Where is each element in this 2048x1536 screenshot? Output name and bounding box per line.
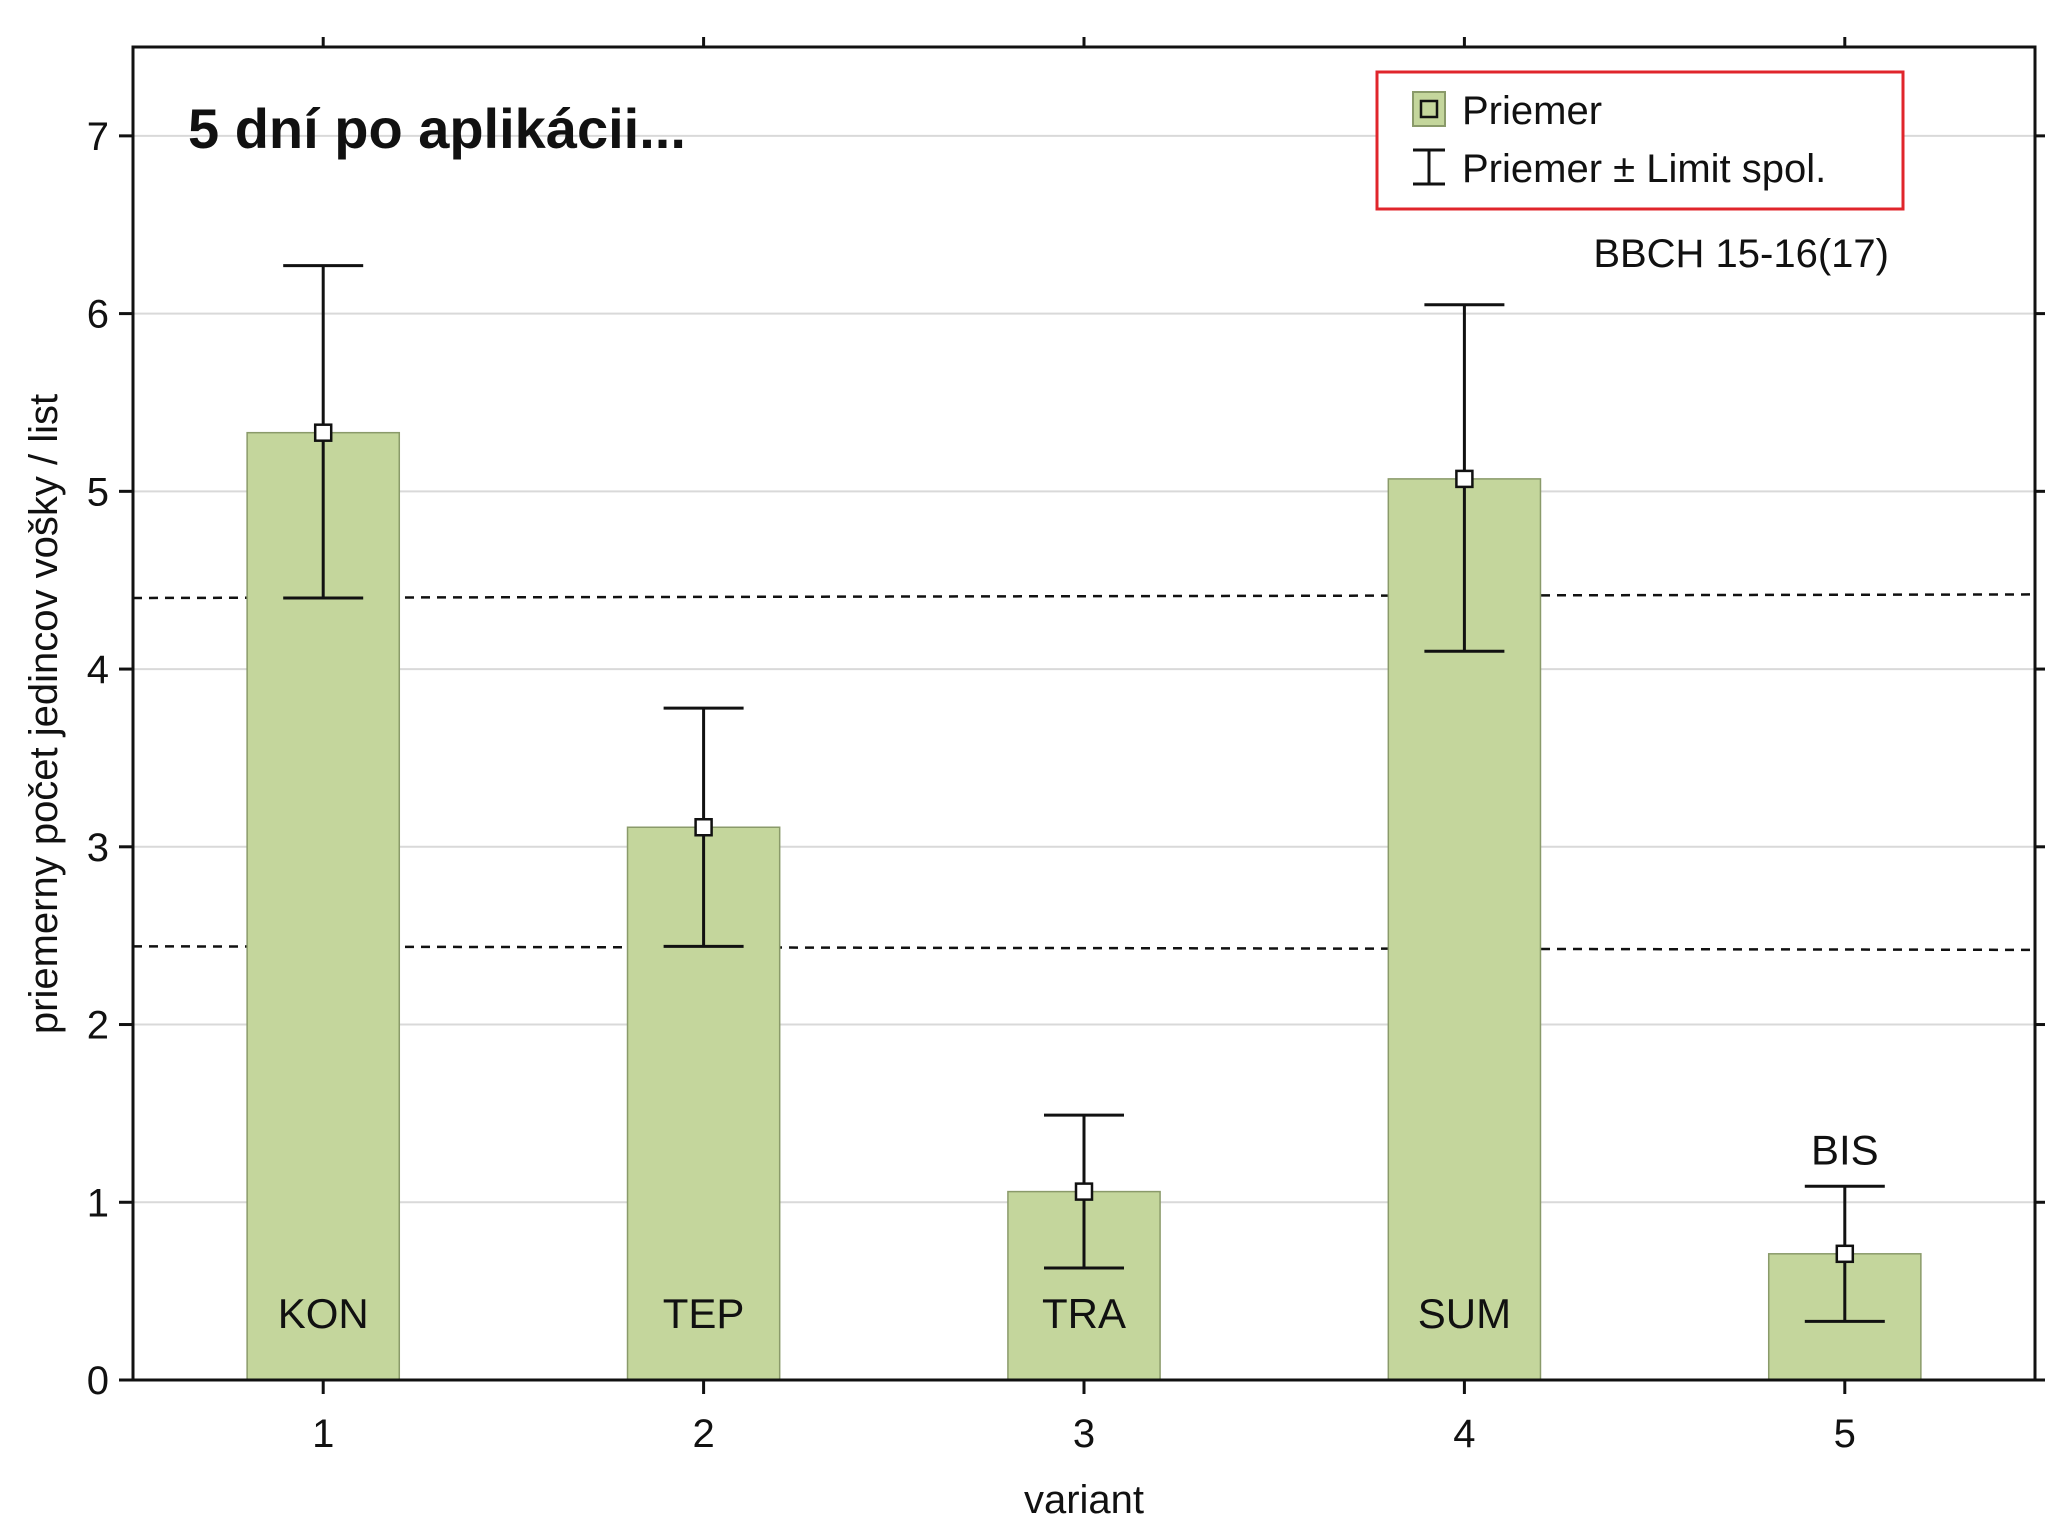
legend-swatch [1412, 91, 1446, 127]
x-tick-label: 1 [312, 1412, 334, 1456]
x-axis: 1 2 3 4 5 [312, 37, 1856, 1456]
bar-labels: KON TEP TRA SUM BIS [278, 1126, 1879, 1337]
y-axis: 0 1 2 3 4 5 6 7 [87, 115, 2045, 1403]
y-tick-label: 1 [87, 1181, 109, 1225]
y-tick-label: 3 [87, 826, 109, 870]
legend-box [1375, 70, 1905, 211]
annotation-bbch: BBCH 15-16(17) [1593, 232, 1889, 276]
chart-title: 5 dní po aplikácii... [188, 97, 686, 160]
reference-lines [132, 593, 2036, 952]
bar-label: KON [278, 1290, 369, 1337]
mean-marker [1455, 469, 1474, 489]
reference-line [132, 593, 2036, 600]
grid-lines [133, 134, 2035, 1204]
mean-marker [694, 817, 713, 837]
mean-marker [1835, 1244, 1855, 1264]
x-tick-label: 4 [1453, 1412, 1475, 1456]
bar-label: TRA [1042, 1290, 1126, 1337]
mean-marker [313, 423, 333, 442]
reference-line [132, 945, 2036, 952]
bar-label: BIS [1811, 1126, 1879, 1173]
y-tick-label: 7 [87, 115, 109, 159]
x-tick-label: 5 [1834, 1412, 1856, 1456]
y-axis-title: priemerny počet jedincov vošky / list [22, 394, 66, 1034]
bar-label: TEP [663, 1290, 745, 1337]
x-tick-label: 3 [1073, 1412, 1095, 1456]
mean-markers [313, 423, 1855, 1264]
legend-label-limit: Priemer ± Limit spol. [1462, 147, 1826, 191]
y-tick-label: 5 [87, 470, 109, 514]
y-tick-label: 6 [87, 293, 109, 337]
y-tick-label: 4 [87, 648, 109, 692]
y-tick-label: 0 [87, 1359, 109, 1403]
y-tick-label: 2 [87, 1004, 109, 1048]
x-tick-label: 2 [692, 1412, 714, 1456]
legend: Priemer Priemer ± Limit spol. [1375, 70, 1905, 211]
error-bars [283, 264, 1885, 1323]
bar-label: SUM [1418, 1290, 1511, 1337]
x-axis-title: variant [1024, 1478, 1144, 1522]
legend-error-bar-icon [1413, 148, 1445, 186]
legend-square-marker-icon [1419, 99, 1439, 119]
legend-label-mean: Priemer [1462, 89, 1602, 133]
mean-marker [1074, 1182, 1094, 1201]
